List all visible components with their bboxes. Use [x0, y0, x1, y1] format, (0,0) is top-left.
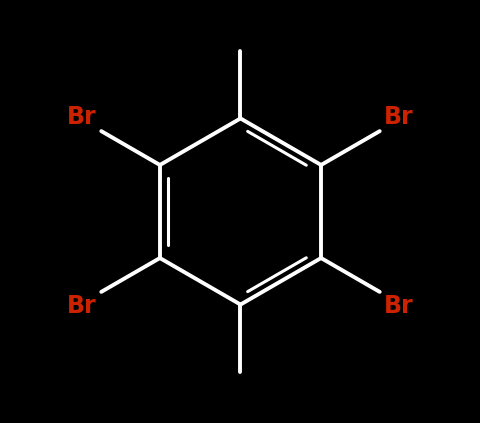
- Text: Br: Br: [67, 104, 96, 129]
- Text: Br: Br: [67, 294, 96, 319]
- Text: Br: Br: [384, 294, 413, 319]
- Text: Br: Br: [384, 104, 413, 129]
